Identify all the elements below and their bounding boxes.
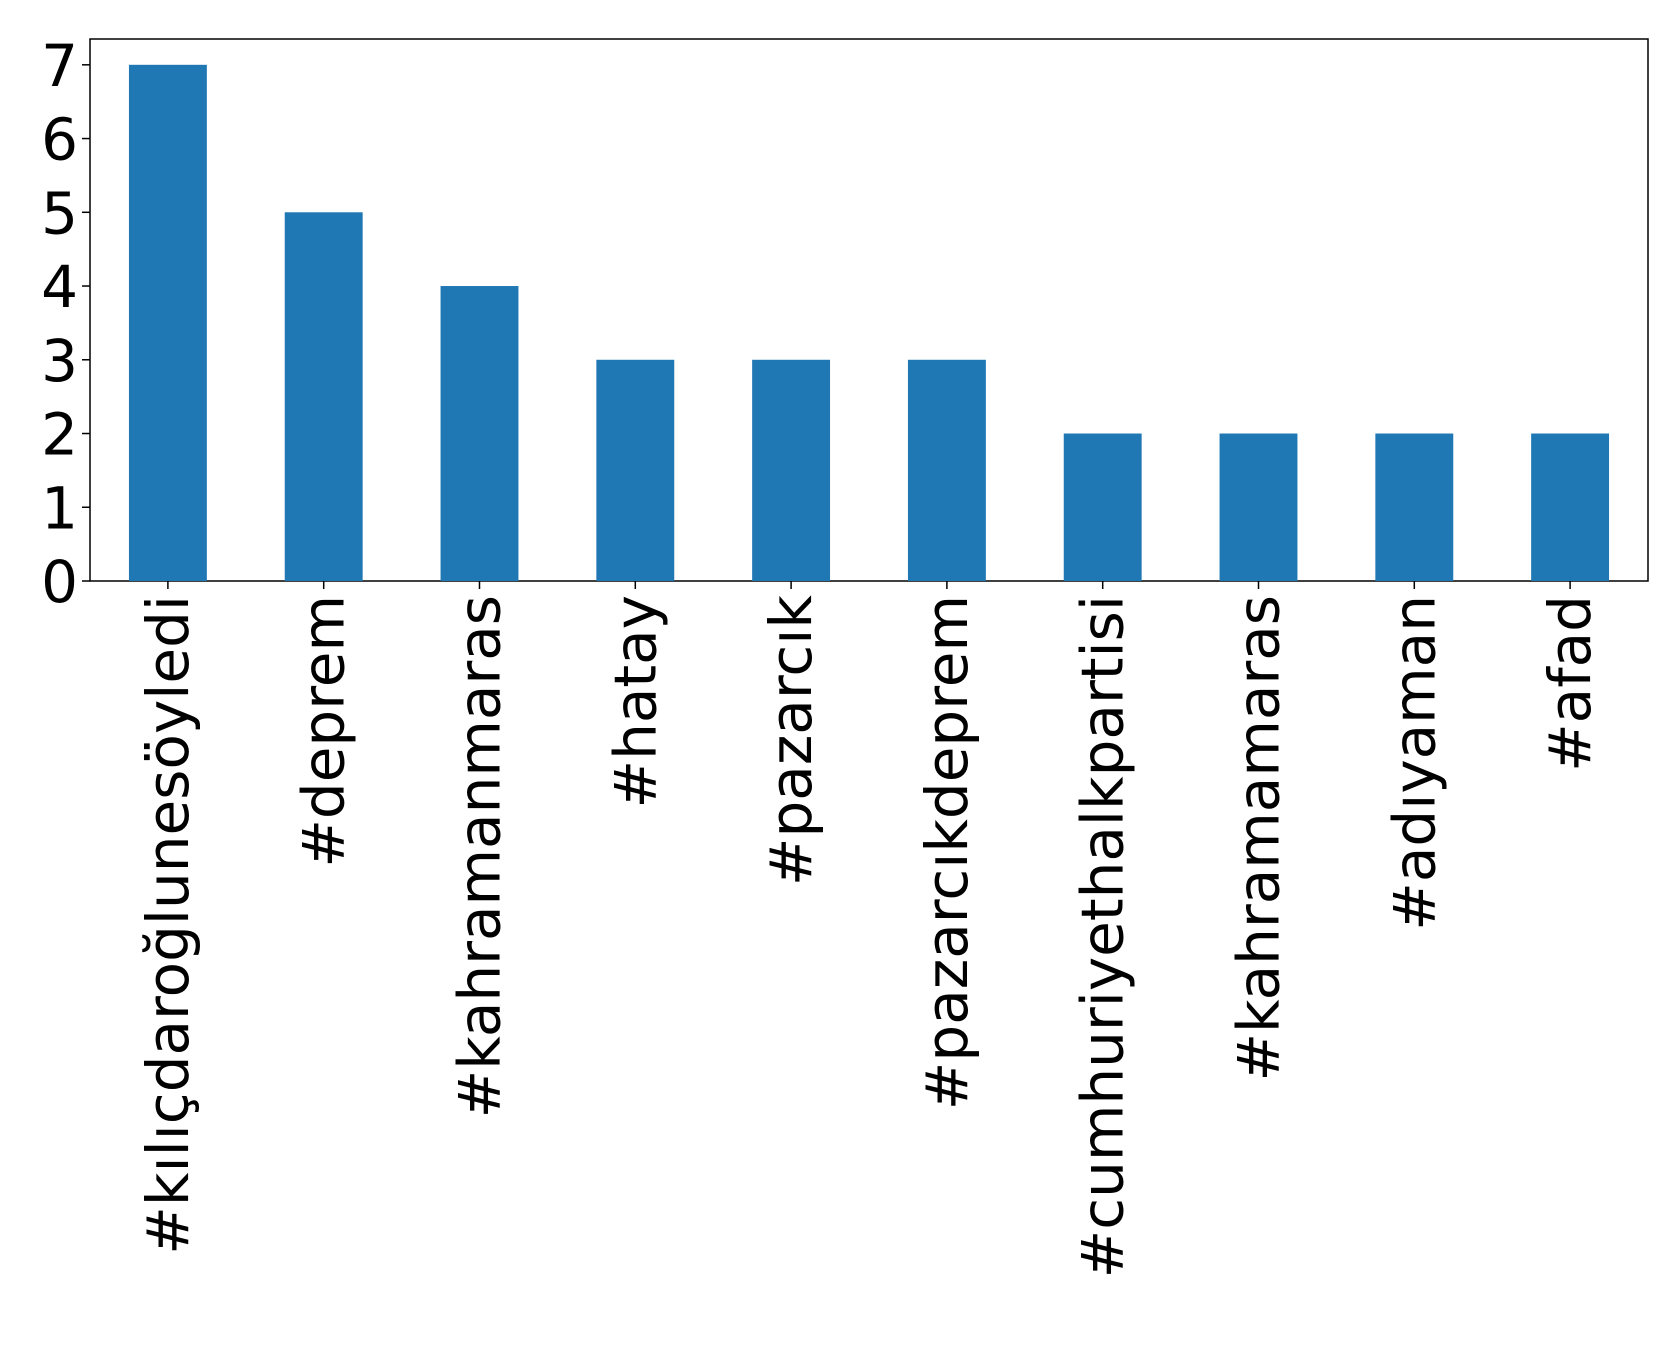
bar	[752, 359, 831, 581]
x-tick-label: #afad	[1536, 595, 1604, 772]
bar	[440, 286, 519, 581]
x-tick-label: #kahramanmaras	[446, 595, 514, 1118]
y-tick-label: 4	[41, 253, 78, 321]
bar	[1063, 433, 1142, 581]
y-tick-label: 7	[41, 32, 78, 100]
bar	[1531, 433, 1610, 581]
x-tick-label: #hatay	[601, 595, 669, 809]
x-tick-label: #kahramamaras	[1225, 595, 1293, 1082]
x-tick-label: #deprem	[290, 595, 358, 868]
y-tick-label: 5	[41, 179, 78, 247]
bar	[128, 64, 207, 582]
x-tick-label: #kılıçdaroğlunesöyledi	[134, 595, 202, 1255]
y-tick-label: 1	[41, 474, 78, 542]
x-tick-label: #pazarcıkdeprem	[913, 595, 981, 1110]
bar	[907, 359, 986, 581]
y-tick-label: 6	[41, 106, 78, 174]
plot-frame	[89, 38, 1649, 582]
bar	[596, 359, 675, 581]
x-tick-label: #cumhuriyethalkpartisi	[1069, 595, 1137, 1278]
x-tick-label: #pazarcık	[757, 595, 825, 887]
x-tick-label: #adıyaman	[1380, 595, 1448, 931]
bar	[1219, 433, 1298, 581]
y-tick-label: 2	[41, 401, 78, 469]
y-tick-label: 3	[41, 327, 78, 395]
y-tick-label: 0	[41, 548, 78, 616]
bar	[284, 212, 363, 581]
bar	[1375, 433, 1454, 581]
